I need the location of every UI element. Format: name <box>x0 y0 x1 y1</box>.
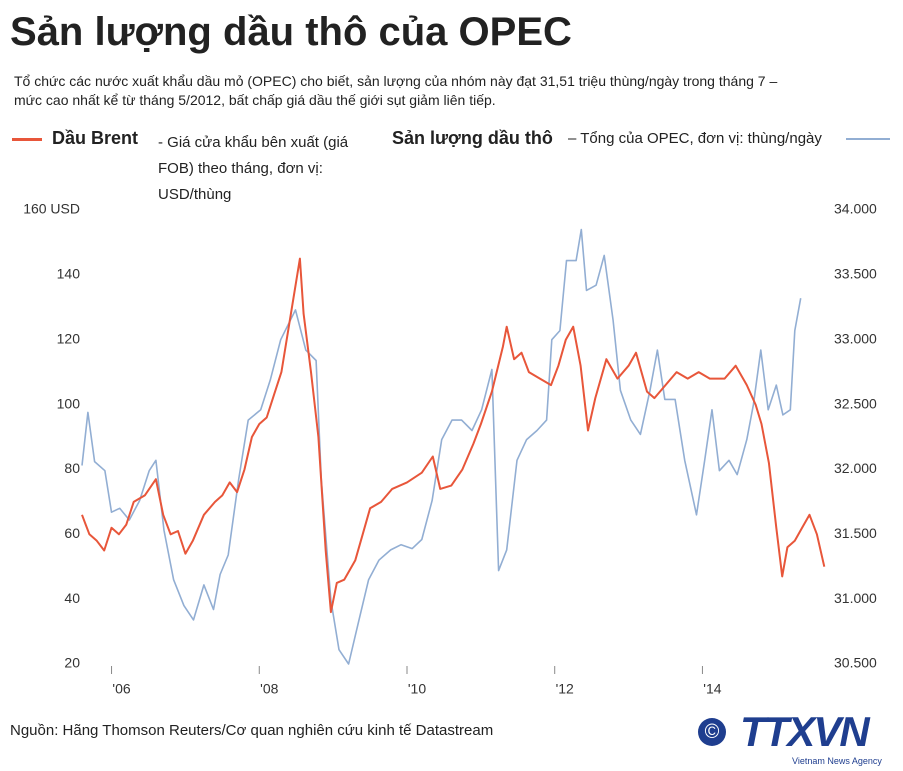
y2-tick-label: 32.500 <box>834 395 877 411</box>
y-tick-label: 140 <box>57 266 81 282</box>
y-tick-label: 60 <box>64 525 80 541</box>
y-tick-label: 80 <box>64 460 80 476</box>
legend-note: - Giá cửa khẩu bên xuất (giá FOB) theo t… <box>158 134 349 203</box>
y2-tick-label: 31.500 <box>834 525 877 541</box>
legend-swatch <box>846 138 890 140</box>
series-line <box>81 228 802 665</box>
y2-tick-label: 33.500 <box>834 266 877 282</box>
logo-mark: © <box>698 718 726 746</box>
y2-tick-label: 33.000 <box>834 330 877 346</box>
legend-swatch <box>12 138 42 141</box>
y-tick-label: 40 <box>64 590 80 606</box>
y2-tick-label: 30.500 <box>834 655 877 671</box>
y2-tick-label: 32.000 <box>834 460 877 476</box>
y2-tick-label: 31.000 <box>834 590 877 606</box>
series-line <box>81 257 826 614</box>
y-tick-label: 160 USD <box>23 201 80 217</box>
legend-label: Sản lượng dầu thô <box>392 128 553 148</box>
x-tick-label: '10 <box>408 681 426 697</box>
legend-note: – Tổng của OPEC, đơn vị: thùng/ngày <box>568 130 822 147</box>
x-tick-label: '14 <box>703 681 721 697</box>
x-tick-label: '06 <box>112 681 130 697</box>
source: Nguồn: Hãng Thomson Reuters/Cơ quan nghi… <box>10 722 494 739</box>
x-tick-label: '08 <box>260 681 278 697</box>
subtitle: Tổ chức các nước xuất khẩu dầu mỏ (OPEC)… <box>14 73 778 108</box>
y2-tick-label: 34.000 <box>834 201 877 217</box>
x-tick-label: '12 <box>556 681 574 697</box>
y-tick-label: 100 <box>57 395 81 411</box>
logo-sub: Vietnam News Agency <box>792 756 882 766</box>
legend-label: Dầu Brent <box>52 128 139 148</box>
logo-name: TTXVN <box>740 708 870 755</box>
y-tick-label: 120 <box>57 330 81 346</box>
title: Sản lượng dầu thô của OPEC <box>10 10 572 54</box>
y-tick-label: 20 <box>64 655 80 671</box>
